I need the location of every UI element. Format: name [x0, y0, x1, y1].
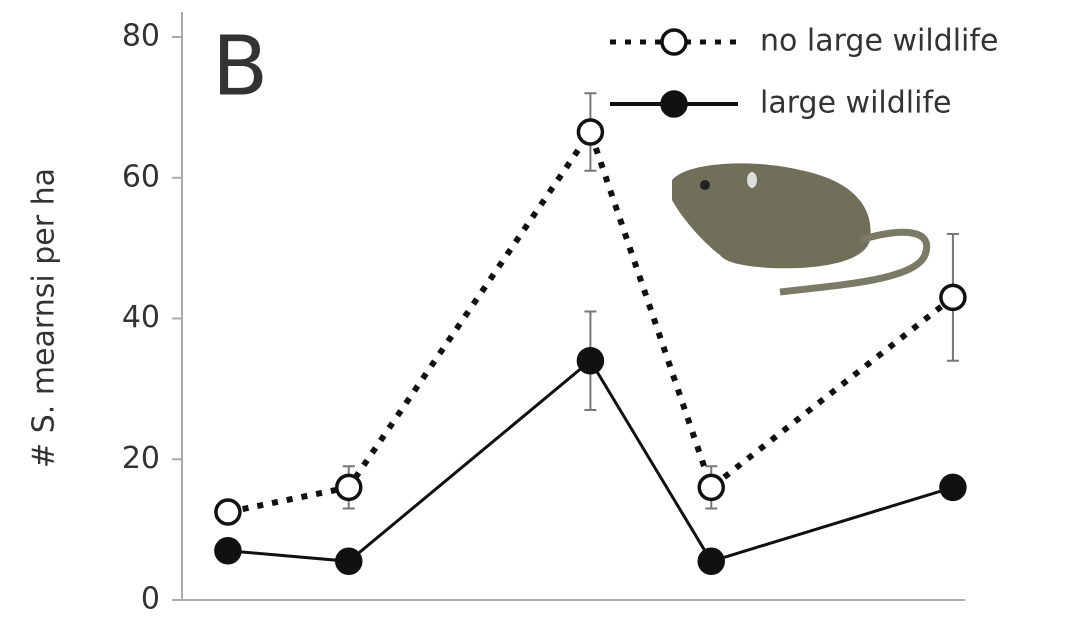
marker	[578, 120, 602, 144]
legend: no large wildlife large wildlife	[610, 24, 998, 121]
legend-label: no large wildlife	[760, 24, 998, 59]
y-tick-label: 20	[122, 441, 160, 476]
legend-label: large wildlife	[760, 86, 952, 121]
y-tick-label: 80	[122, 19, 160, 54]
marker	[578, 349, 602, 373]
marker	[337, 475, 361, 499]
y-axis-label: # S. mearnsi per ha	[27, 168, 62, 468]
y-tick-label: 40	[122, 300, 160, 335]
marker	[699, 549, 723, 573]
series	[216, 93, 965, 524]
marker	[337, 549, 361, 573]
marker	[941, 285, 965, 309]
y-tick-label: 60	[122, 159, 160, 194]
marker	[941, 475, 965, 499]
marker	[216, 500, 240, 524]
panel-label: B	[212, 19, 268, 114]
marker	[216, 539, 240, 563]
mouse-illustration	[672, 163, 927, 292]
chart: # S. mearnsi per ha B 0 20 40 60 80 no large …	[0, 0, 1071, 624]
marker	[699, 475, 723, 499]
marker	[662, 30, 686, 54]
marker	[662, 92, 686, 116]
series	[216, 311, 965, 573]
y-tick-label: 0	[141, 582, 160, 617]
